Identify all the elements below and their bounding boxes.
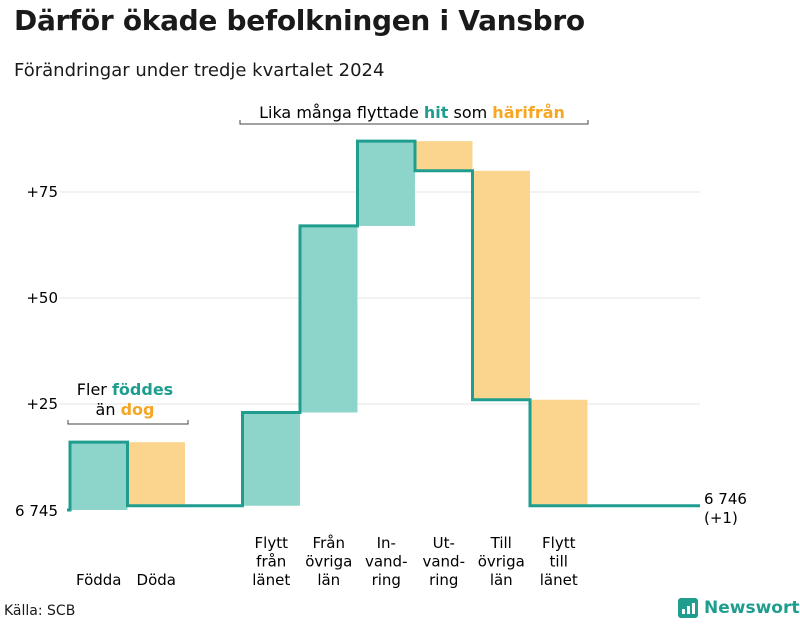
category-label: In- xyxy=(377,534,396,552)
category-label: Flytt xyxy=(542,534,576,552)
inflow-bar xyxy=(242,412,300,506)
brand-name: Newsworthy xyxy=(704,598,800,618)
y-tick-label: +75 xyxy=(26,183,58,201)
category-label: Ut- xyxy=(433,534,455,552)
outflow-bar xyxy=(127,442,185,506)
category-label: länet xyxy=(252,571,290,589)
bars xyxy=(70,141,588,510)
category-label: Från xyxy=(313,534,345,552)
category-label: län xyxy=(317,571,340,589)
category-label: övriga xyxy=(478,553,525,571)
outflow-bar xyxy=(530,399,588,506)
category-label: vand- xyxy=(365,553,408,571)
category-label: vand- xyxy=(422,553,465,571)
category-label: Födda xyxy=(76,571,122,589)
category-label: till xyxy=(550,553,568,571)
running-total-line xyxy=(67,139,700,512)
births-bracket xyxy=(67,420,189,425)
category-label: Till xyxy=(490,534,512,552)
category-label: Flytt xyxy=(255,534,289,552)
category-label: länet xyxy=(540,571,578,589)
chart-title: Därför ökade befolkningen i Vansbro xyxy=(14,4,585,37)
chart-subtitle: Förändringar under tredje kvartalet 2024 xyxy=(14,60,385,81)
births-annotation-line1: Fler föddes xyxy=(77,380,173,399)
inflow-bar xyxy=(70,442,128,510)
births-annotation-line2: än dog xyxy=(96,400,155,419)
category-label: ring xyxy=(429,571,458,589)
newsworthy-icon xyxy=(678,598,698,618)
outflow-bar xyxy=(415,141,473,171)
outflow-bar xyxy=(472,170,530,400)
category-label: övriga xyxy=(305,553,352,571)
step-line xyxy=(67,139,700,512)
category-label: ring xyxy=(372,571,401,589)
end-value-label: 6 746 xyxy=(704,490,747,508)
category-label: län xyxy=(490,571,513,589)
inflow-bar xyxy=(300,225,358,413)
y-tick-label: +25 xyxy=(26,395,58,413)
start-value-label: 6 745 xyxy=(15,502,58,520)
migration-annotation: Lika många flyttade hit som härifrån xyxy=(259,103,565,122)
end-change-label: (+1) xyxy=(704,509,738,527)
migration-bracket xyxy=(239,120,589,125)
source-note: Källa: SCB xyxy=(4,603,76,619)
brand-logo: Newsworthy xyxy=(678,598,800,618)
category-label: från xyxy=(256,553,286,571)
category-label: Döda xyxy=(137,571,176,589)
y-tick-label: +50 xyxy=(26,289,58,307)
inflow-bar xyxy=(357,141,415,226)
